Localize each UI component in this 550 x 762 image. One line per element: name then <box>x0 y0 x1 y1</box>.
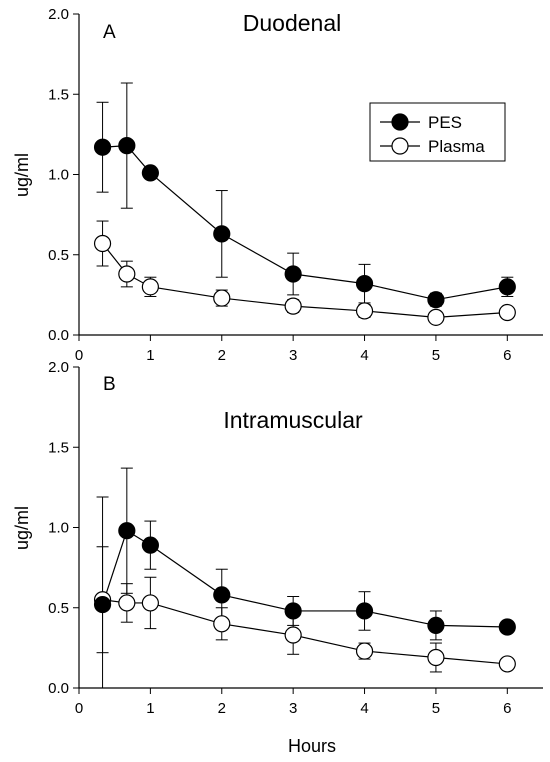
panel-b-pes-point <box>93 595 112 614</box>
panel-a-plasma-point <box>498 303 516 322</box>
legend: PES Plasma <box>369 102 506 162</box>
panel-b-intramuscular: B Intramuscular ug/ml 0.0 0.5 1.0 1.5 2.0 0 1 2… <box>12 359 543 717</box>
panel-b-x-tick-label: 6 <box>503 700 511 717</box>
panel-a-pes-point <box>93 138 112 156</box>
panel-b-y-tick-label: 1.0 <box>48 520 69 537</box>
legend-item-pes-label: PES <box>428 113 462 132</box>
panel-a-x-tick-label: 2 <box>218 347 226 364</box>
panel-a-x-tick-label: 3 <box>289 347 297 364</box>
panel-b-plasma-line <box>102 599 508 665</box>
panel-a-y-tick-label: 0.5 <box>48 247 69 264</box>
panel-a-plasma-point <box>93 234 112 253</box>
panel-b-x-tick-label: 3 <box>289 700 297 717</box>
panel-b-pes-line <box>101 529 508 628</box>
panel-b-plasma-point <box>213 615 231 633</box>
legend-item-plasma-label: Plasma <box>428 137 485 156</box>
panel-a-plasma-point <box>427 308 445 326</box>
panel-b-pes-point <box>427 616 445 635</box>
panel-b-title: Intramuscular <box>223 407 363 433</box>
panel-a-pes-point <box>427 291 445 309</box>
panel-a-y-tick-label: 2.0 <box>48 6 69 23</box>
panel-b-pes-point <box>498 618 516 636</box>
panel-b-x-tick-label: 1 <box>146 700 154 717</box>
panel-a-plasma-point <box>118 265 136 283</box>
panel-a-duodenal: A Duodenal ug/ml 0.0 0.5 1.0 1.5 2.0 0 1 2 3 4 5 6 P… <box>12 6 543 364</box>
panel-b-y-axis-label: ug/ml <box>12 506 32 550</box>
panel-a-y-tick-label: 1.5 <box>48 86 69 103</box>
panel-a-plasma-point <box>213 289 231 307</box>
panel-b-y-tick-label: 2.0 <box>48 359 69 376</box>
panel-b-plasma-point <box>118 594 136 612</box>
panel-a-x-tick-label: 0 <box>75 347 83 364</box>
panel-a-pes-point <box>355 275 374 293</box>
panel-b-plasma-point <box>284 626 302 644</box>
panel-b-pes-point <box>141 536 159 554</box>
panel-b-pes-point <box>213 586 231 604</box>
legend-box <box>369 102 506 162</box>
legend-item-pes-marker <box>391 113 409 131</box>
panel-a-pes-point <box>141 164 159 182</box>
panel-a-x-tick-label: 1 <box>146 347 154 364</box>
panel-b-plasma-point <box>355 642 374 660</box>
panel-b-plasma-point <box>427 648 445 667</box>
panel-b-pes-point <box>284 602 302 620</box>
panel-a-x-tick-label: 5 <box>432 347 440 364</box>
panel-b-plasma-point <box>141 594 159 612</box>
panel-a-pes-line <box>102 144 508 301</box>
panel-b-y-tick-label: 1.5 <box>48 439 69 456</box>
panel-b-y-tick-label: 0.0 <box>48 680 69 697</box>
panel-b-pes-point <box>355 602 374 620</box>
panel-b-x-tick-label: 0 <box>75 700 83 717</box>
panel-a-y-axis-label: ug/ml <box>12 153 32 197</box>
panel-a-pes-point <box>284 265 302 283</box>
panel-b-pes-point <box>118 522 136 540</box>
panel-a-pes-point <box>498 278 516 296</box>
panel-b-label: B <box>103 374 116 395</box>
panel-a-plasma-point <box>141 278 159 296</box>
panel-a-x-tick-label: 6 <box>503 347 511 364</box>
panel-a-y-tick-label: 1.0 <box>48 167 69 184</box>
panel-b-y-tick-label: 0.5 <box>48 600 69 617</box>
panel-a-title: Duodenal <box>243 10 341 36</box>
panel-a-pes-point <box>118 137 136 155</box>
x-axis-title: Hours <box>288 736 336 756</box>
panel-a-pes-point <box>213 225 231 243</box>
panel-b-x-tick-label: 2 <box>218 700 226 717</box>
panel-a-y-tick-label: 0.0 <box>48 327 69 344</box>
panel-a-plasma-point <box>284 297 302 315</box>
panel-a-plasma-line <box>102 243 508 318</box>
panel-b-x-tick-label: 5 <box>432 700 440 717</box>
panel-b-plasma-point <box>498 655 516 673</box>
panel-b-x-tick-label: 4 <box>360 700 368 717</box>
legend-item-plasma-marker <box>391 137 409 155</box>
panel-a-x-tick-label: 4 <box>360 347 368 364</box>
panel-a-label: A <box>103 22 116 43</box>
panel-a-plasma-point <box>355 302 374 320</box>
